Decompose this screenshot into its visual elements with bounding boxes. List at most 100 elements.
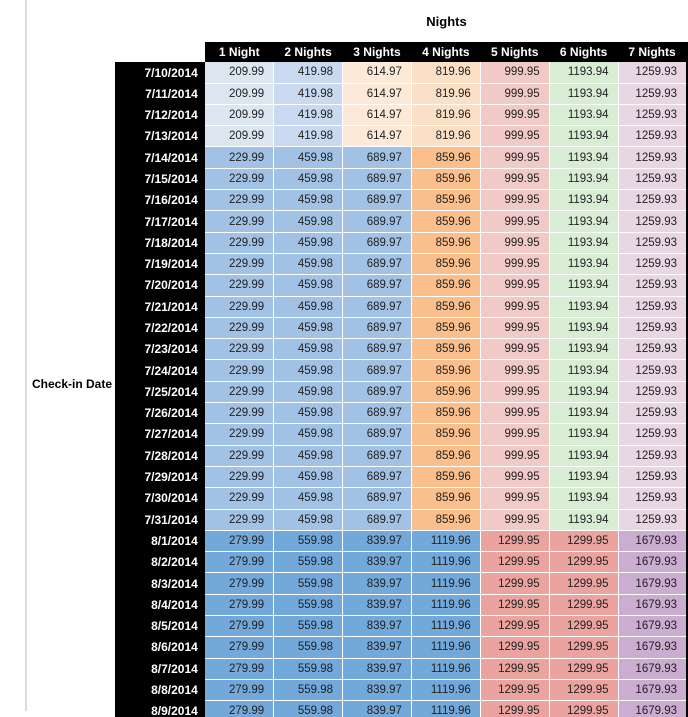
price-cell[interactable]: 229.99 <box>204 359 275 382</box>
price-cell[interactable]: 999.95 <box>480 381 550 404</box>
price-cell[interactable]: 1259.93 <box>618 210 688 233</box>
price-cell[interactable]: 1193.94 <box>549 509 619 531</box>
price-cell[interactable]: 1193.94 <box>549 210 619 233</box>
checkin-date-cell[interactable]: 8/8/2014 <box>115 679 205 701</box>
price-cell[interactable]: 1259.93 <box>618 381 688 404</box>
price-cell[interactable]: 1259.93 <box>618 146 688 169</box>
price-cell[interactable]: 999.95 <box>480 232 550 254</box>
price-cell[interactable]: 999.95 <box>480 402 550 425</box>
price-cell[interactable]: 1299.95 <box>480 551 550 574</box>
price-cell[interactable]: 1679.93 <box>618 658 688 680</box>
price-cell[interactable]: 1193.94 <box>549 381 619 404</box>
price-cell[interactable]: 1119.96 <box>411 658 481 680</box>
price-cell[interactable]: 859.96 <box>411 423 481 446</box>
price-cell[interactable]: 209.99 <box>204 104 275 127</box>
column-header-5-nights[interactable]: 5 Nights <box>480 42 550 63</box>
price-cell[interactable]: 559.98 <box>273 679 344 702</box>
checkin-date-cell[interactable]: 7/26/2014 <box>115 402 205 424</box>
column-header-1-nights[interactable]: 1 Night <box>204 42 274 63</box>
price-cell[interactable]: 1259.93 <box>618 274 688 297</box>
checkin-date-cell[interactable]: 8/3/2014 <box>115 572 205 595</box>
price-cell[interactable]: 1299.95 <box>480 594 550 617</box>
price-cell[interactable]: 459.98 <box>273 274 344 297</box>
price-cell[interactable]: 859.96 <box>411 146 481 169</box>
price-cell[interactable]: 1679.93 <box>618 615 688 638</box>
price-cell[interactable]: 559.98 <box>273 530 344 553</box>
price-cell[interactable]: 839.97 <box>342 530 412 553</box>
price-cell[interactable]: 229.99 <box>204 423 275 446</box>
price-cell[interactable]: 559.98 <box>273 700 344 717</box>
price-cell[interactable]: 689.97 <box>342 232 412 254</box>
price-cell[interactable]: 229.99 <box>204 445 275 467</box>
price-cell[interactable]: 229.99 <box>204 189 275 212</box>
price-cell[interactable]: 229.99 <box>204 232 275 254</box>
price-cell[interactable]: 279.99 <box>204 615 275 638</box>
price-cell[interactable]: 859.96 <box>411 189 481 212</box>
price-cell[interactable]: 689.97 <box>342 402 412 425</box>
price-cell[interactable]: 839.97 <box>342 658 412 680</box>
price-cell[interactable]: 859.96 <box>411 359 481 382</box>
checkin-date-cell[interactable]: 7/23/2014 <box>115 338 205 360</box>
checkin-date-cell[interactable]: 7/24/2014 <box>115 359 205 382</box>
checkin-date-cell[interactable]: 7/17/2014 <box>115 210 205 233</box>
price-cell[interactable]: 839.97 <box>342 636 412 659</box>
checkin-date-cell[interactable]: 8/9/2014 <box>115 700 205 717</box>
price-cell[interactable]: 279.99 <box>204 551 275 574</box>
checkin-date-cell[interactable]: 7/16/2014 <box>115 189 205 211</box>
price-cell[interactable]: 819.96 <box>411 125 481 148</box>
checkin-date-cell[interactable]: 7/13/2014 <box>115 125 205 147</box>
price-cell[interactable]: 279.99 <box>204 700 275 717</box>
price-cell[interactable]: 999.95 <box>480 445 550 467</box>
price-cell[interactable]: 1193.94 <box>549 83 619 105</box>
checkin-date-cell[interactable]: 7/18/2014 <box>115 232 205 254</box>
price-cell[interactable]: 859.96 <box>411 317 481 340</box>
price-cell[interactable]: 459.98 <box>273 487 344 510</box>
price-cell[interactable]: 999.95 <box>480 125 550 148</box>
price-cell[interactable]: 689.97 <box>342 359 412 382</box>
price-cell[interactable]: 279.99 <box>204 572 275 595</box>
price-cell[interactable]: 1193.94 <box>549 253 619 276</box>
price-cell[interactable]: 1299.95 <box>480 530 550 553</box>
price-cell[interactable]: 419.98 <box>273 83 344 105</box>
price-cell[interactable]: 859.96 <box>411 296 481 318</box>
price-cell[interactable]: 229.99 <box>204 146 275 169</box>
price-cell[interactable]: 1679.93 <box>618 572 688 595</box>
price-cell[interactable]: 1193.94 <box>549 402 619 425</box>
price-cell[interactable]: 689.97 <box>342 381 412 404</box>
price-cell[interactable]: 459.98 <box>273 232 344 254</box>
price-cell[interactable]: 229.99 <box>204 338 275 361</box>
price-cell[interactable]: 459.98 <box>273 466 344 489</box>
column-header-4-nights[interactable]: 4 Nights <box>411 42 481 63</box>
price-cell[interactable]: 1119.96 <box>411 615 481 638</box>
price-cell[interactable]: 999.95 <box>480 168 550 191</box>
price-cell[interactable]: 1259.93 <box>618 359 688 382</box>
price-cell[interactable]: 689.97 <box>342 146 412 169</box>
price-cell[interactable]: 859.96 <box>411 487 481 510</box>
price-cell[interactable]: 1299.95 <box>549 700 619 717</box>
price-cell[interactable]: 1259.93 <box>618 189 688 212</box>
price-cell[interactable]: 819.96 <box>411 62 481 84</box>
price-cell[interactable]: 1299.95 <box>480 658 550 680</box>
checkin-date-cell[interactable]: 7/21/2014 <box>115 296 205 318</box>
price-cell[interactable]: 999.95 <box>480 466 550 489</box>
price-cell[interactable]: 459.98 <box>273 168 344 191</box>
price-cell[interactable]: 229.99 <box>204 487 275 510</box>
price-cell[interactable]: 1259.93 <box>618 423 688 446</box>
price-cell[interactable]: 839.97 <box>342 594 412 617</box>
price-cell[interactable]: 859.96 <box>411 445 481 467</box>
price-cell[interactable]: 1259.93 <box>618 125 688 148</box>
price-cell[interactable]: 999.95 <box>480 487 550 510</box>
price-cell[interactable]: 1119.96 <box>411 636 481 659</box>
price-cell[interactable]: 839.97 <box>342 615 412 638</box>
price-cell[interactable]: 209.99 <box>204 83 275 105</box>
price-cell[interactable]: 1119.96 <box>411 594 481 617</box>
price-cell[interactable]: 1299.95 <box>480 700 550 717</box>
price-cell[interactable]: 999.95 <box>480 253 550 276</box>
price-cell[interactable]: 1193.94 <box>549 445 619 467</box>
checkin-date-cell[interactable]: 7/10/2014 <box>115 62 205 84</box>
checkin-date-cell[interactable]: 7/20/2014 <box>115 274 205 297</box>
price-cell[interactable]: 229.99 <box>204 381 275 404</box>
price-cell[interactable]: 279.99 <box>204 658 275 680</box>
price-cell[interactable]: 839.97 <box>342 551 412 574</box>
price-cell[interactable]: 279.99 <box>204 594 275 617</box>
